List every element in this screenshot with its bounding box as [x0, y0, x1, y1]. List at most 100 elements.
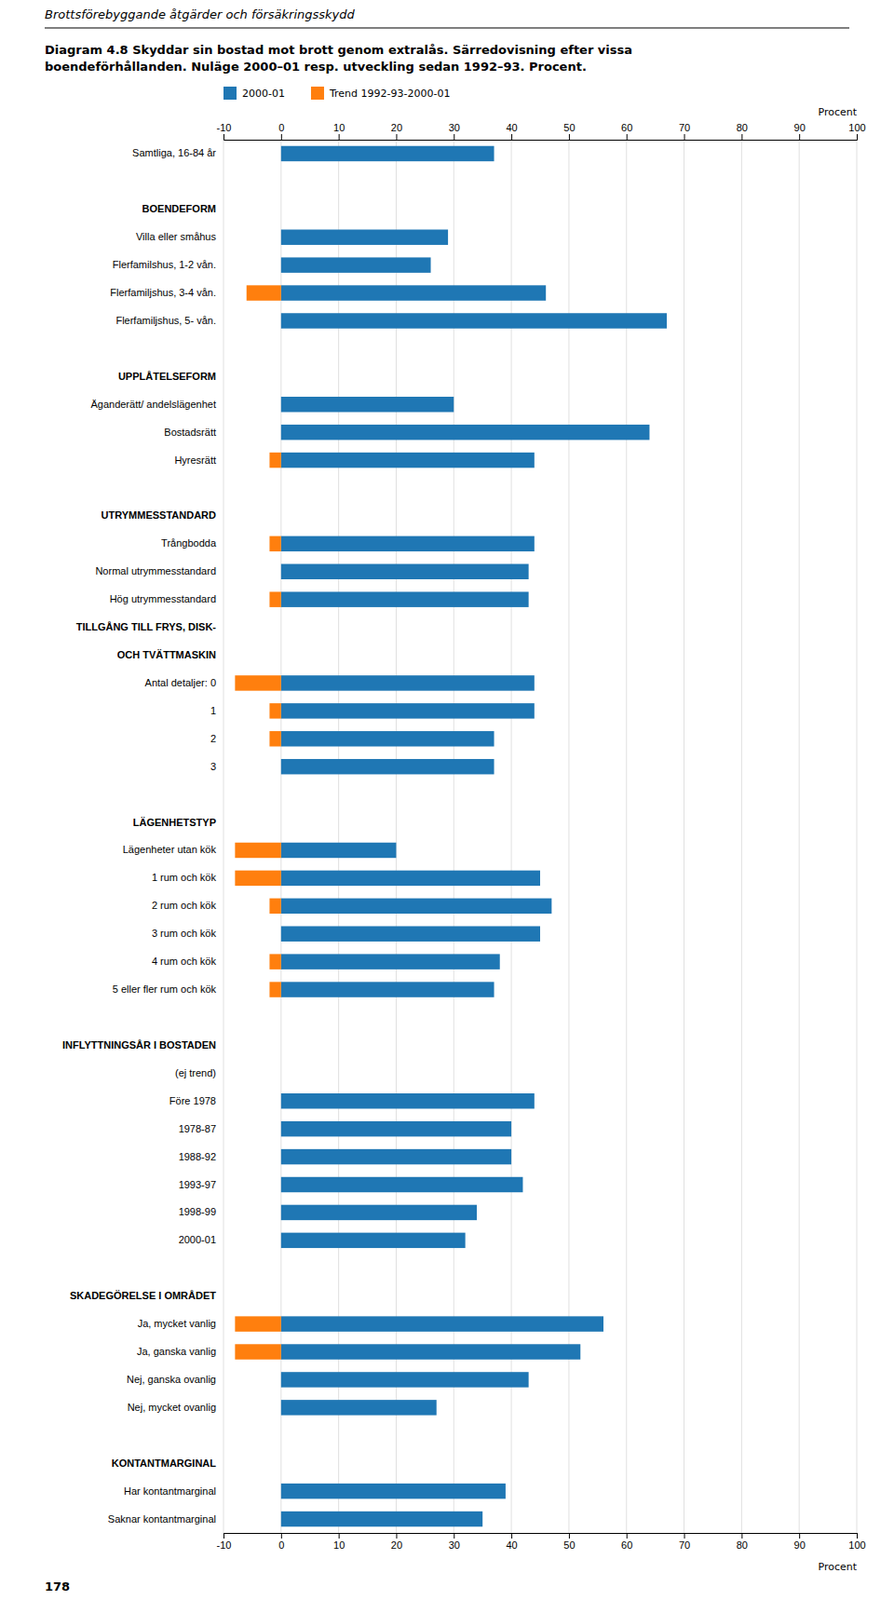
bar [281, 284, 546, 300]
plot: -100102030405060708090100-10010203040506… [62, 106, 867, 1573]
tick-mark [223, 1532, 225, 1539]
bar [281, 842, 397, 858]
tick-label: 70 [678, 121, 691, 134]
x-axis-top: -100102030405060708090100 [216, 121, 867, 141]
bar [281, 146, 495, 162]
category-label: Flerfamiljshus, 5- vån. [115, 314, 217, 326]
bar [281, 591, 529, 607]
tick: Har kontantmarginal [123, 1485, 217, 1497]
tick-mark [281, 1532, 283, 1539]
category-label: Nej, mycket ovanlig [127, 1401, 217, 1413]
tick-mark [684, 134, 686, 140]
bar [281, 758, 495, 774]
tick: 90 [794, 121, 806, 140]
axis-line [224, 1533, 858, 1540]
tick-label: 70 [678, 1539, 691, 1551]
axis-title: Procent [817, 106, 857, 119]
bar [281, 953, 501, 969]
tick: 100 [848, 121, 866, 140]
tick: 0 [278, 1532, 285, 1551]
bar [269, 452, 281, 468]
tick: 60 [621, 121, 633, 140]
tick: 30 [448, 1532, 461, 1551]
tick: Nej, mycket ovanlig [127, 1401, 217, 1413]
tick-mark [856, 1532, 858, 1539]
tick-mark [453, 134, 455, 140]
bar [234, 1315, 281, 1331]
legend-swatch [311, 86, 325, 100]
bar [281, 1483, 506, 1499]
bar [234, 870, 281, 886]
tick: Trångbodda [161, 537, 217, 549]
bar [281, 452, 535, 468]
tick-label: 0 [278, 1539, 285, 1551]
category-label: Normal utrymmesstandard [94, 565, 217, 577]
tick-mark [223, 134, 225, 140]
tick: 1 rum och kök [151, 871, 217, 883]
tick: Flerfamiljshus, 5- vån. [115, 314, 217, 326]
grid-line [683, 139, 685, 1533]
grid [223, 139, 857, 1533]
tick: 90 [794, 1532, 806, 1551]
category-label: Hyresrätt [174, 454, 217, 466]
category-label: Ja, mycket vanlig [137, 1317, 217, 1329]
legend-item: Trend 1992-93-2000-01 [311, 86, 451, 100]
bar [281, 536, 535, 552]
bar [234, 675, 281, 691]
bar [281, 1315, 604, 1331]
tick: 3 rum och kök [151, 927, 217, 939]
bars [234, 146, 667, 1528]
tick-mark [568, 134, 570, 140]
category-label: 3 [210, 760, 217, 773]
tick-mark [338, 1532, 340, 1539]
bar [281, 1232, 466, 1248]
tick-mark [799, 1532, 800, 1539]
tick-label: 100 [848, 1539, 866, 1551]
category-label: Villa eller småhus [135, 230, 217, 243]
bar [281, 870, 541, 886]
category-label: Har kontantmarginal [123, 1485, 217, 1497]
category-label: TILLGÅNG TILL FRYS, DISK- [76, 621, 217, 633]
tick-label: 40 [505, 121, 517, 134]
category-label: UTRYMMESSTANDARD [101, 509, 217, 521]
bar [281, 1149, 512, 1165]
bar [281, 564, 529, 580]
category-label: 2 rum och kök [151, 899, 217, 911]
category-label: Saknar kontantmarginal [108, 1513, 217, 1525]
chart: Brottsförebyggande åtgärder och försäkri… [0, 0, 894, 1600]
page-header: Brottsförebyggande åtgärder och försäkri… [44, 7, 356, 22]
tick: Före 1978 [169, 1095, 217, 1107]
bar [234, 1343, 281, 1359]
subtitle: boendeförhållanden. Nuläge 2000–01 resp.… [44, 59, 587, 74]
category-label: (ej trend) [175, 1067, 217, 1079]
tick: Ja, ganska vanlig [136, 1345, 217, 1357]
tick: 2 [210, 732, 217, 745]
bar [281, 1511, 483, 1527]
tick: INFLYTTNINGSÅR I BOSTADEN [62, 1039, 217, 1051]
tick: UTRYMMESSTANDARD [101, 509, 217, 521]
tick: 70 [678, 121, 691, 140]
bar [281, 898, 553, 914]
category-label: 4 rum och kök [151, 955, 217, 967]
bar [281, 731, 495, 746]
tick-mark [453, 1532, 455, 1539]
tick: LÄGENHETSTYP [133, 816, 217, 828]
tick-mark [568, 1532, 570, 1539]
tick-mark [511, 134, 513, 140]
tick-label: 30 [448, 1539, 461, 1551]
bar [269, 731, 281, 746]
tick: 100 [848, 1532, 866, 1551]
category-label: SKADEGÖRELSE I OMRÅDET [69, 1289, 217, 1301]
bar [269, 591, 281, 607]
tick-label: 90 [794, 121, 806, 134]
tick: 4 rum och kök [151, 955, 217, 967]
legend-swatch [223, 86, 237, 100]
grid-line [741, 139, 743, 1533]
category-label: 3 rum och kök [151, 927, 217, 939]
tick: 0 [278, 121, 285, 140]
tick-mark [395, 1532, 397, 1539]
axis-title: Procent [817, 1560, 857, 1573]
tick-mark [741, 134, 743, 140]
y-axis: Samtliga, 16-84 årBOENDEFORMVilla eller … [62, 147, 217, 1524]
tick: 2 rum och kök [151, 899, 217, 911]
